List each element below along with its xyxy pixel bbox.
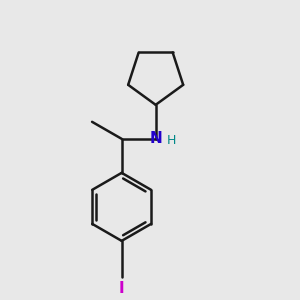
Text: I: I xyxy=(119,281,124,296)
Text: H: H xyxy=(167,134,176,147)
Text: N: N xyxy=(149,131,162,146)
